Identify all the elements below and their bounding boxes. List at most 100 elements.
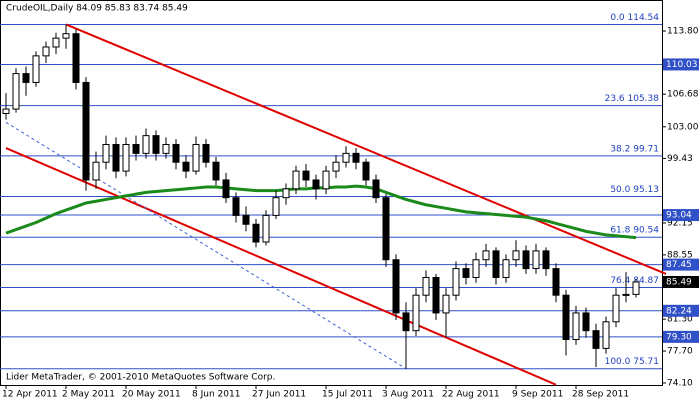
candle-body <box>262 214 270 243</box>
candle-body <box>252 223 260 243</box>
candle-body <box>472 259 480 278</box>
candle-body <box>492 250 500 278</box>
candle-body <box>32 55 40 83</box>
level-label: 79.30 <box>666 332 692 342</box>
candle-body <box>172 143 180 163</box>
candle-body <box>202 143 210 163</box>
x-tick-label: 3 Aug 2011 <box>382 390 434 400</box>
current-price-box <box>663 275 699 288</box>
candle-body <box>292 170 300 190</box>
fib-label: 61.8 90.54 <box>610 226 659 236</box>
candle-body <box>332 161 340 172</box>
candle-body <box>102 143 110 163</box>
x-tick-label: 27 Jun 2011 <box>252 390 306 400</box>
candle-body <box>322 170 330 190</box>
x-tick-label: 2 May 2011 <box>62 390 115 400</box>
fib-label: 100.0 75.71 <box>605 357 659 367</box>
candle-body <box>302 170 310 181</box>
level-box <box>663 209 699 222</box>
candle-body <box>402 312 410 332</box>
candle-body <box>352 152 360 163</box>
candle-body <box>392 259 400 314</box>
x-tick-label: 9 Sep 2011 <box>512 390 563 400</box>
candle-body <box>552 268 560 296</box>
y-tick-label: 77.70 <box>667 347 693 357</box>
candle-body <box>122 143 130 172</box>
level-label: 87.45 <box>666 260 692 270</box>
level-box <box>663 258 699 271</box>
candle-body <box>412 294 420 332</box>
candle-body <box>342 152 350 163</box>
x-tick-label: 28 Sep 2011 <box>572 390 629 400</box>
level-box <box>663 304 699 317</box>
candle-body <box>72 33 80 83</box>
trendline <box>5 121 407 370</box>
trendline <box>5 147 557 386</box>
candle-body <box>542 250 550 270</box>
level-box <box>663 330 699 343</box>
candle-body <box>152 135 160 154</box>
candle-body <box>632 281 640 295</box>
x-tick-label: 12 Apr 2011 <box>2 390 58 400</box>
level-box <box>663 58 699 71</box>
x-tick-label: 8 Jun 2011 <box>192 390 240 400</box>
current-price-label: 85.49 <box>666 277 692 287</box>
candle-body <box>272 197 280 216</box>
candle-body <box>192 143 200 172</box>
chart-title: CrudeOIL,Daily 84.09 85.83 83.74 85.49 <box>6 4 188 14</box>
candle-body <box>242 214 250 225</box>
y-tick-label: 113.80 <box>667 27 699 37</box>
candle-body <box>612 294 620 323</box>
candle-body <box>622 293 630 296</box>
candle-body <box>422 276 430 296</box>
candle-body <box>52 37 60 48</box>
candle-body <box>442 294 450 314</box>
fib-label: 0.0 114.54 <box>610 13 659 23</box>
candle-body <box>162 143 170 154</box>
candle-body <box>602 321 610 349</box>
candle-body <box>522 250 530 270</box>
candle-body <box>372 179 380 199</box>
y-tick-label: 106.68 <box>667 90 699 100</box>
candle-body <box>512 250 520 261</box>
candle-body <box>382 197 390 261</box>
trendline <box>65 23 667 275</box>
candle-body <box>22 73 30 83</box>
candle-body <box>502 259 510 278</box>
candle-body <box>362 161 370 181</box>
fib-label: 76.4 84.87 <box>610 276 659 286</box>
candle-body <box>12 73 20 110</box>
level-label: 93.04 <box>666 211 692 221</box>
candle-body <box>282 188 290 199</box>
y-tick-label: 103.00 <box>667 122 699 132</box>
candle-body <box>2 108 10 114</box>
candle-body <box>572 312 580 341</box>
candle-body <box>222 179 230 199</box>
level-label: 82.24 <box>666 306 692 316</box>
x-tick-label: 15 Jul 2011 <box>322 390 373 400</box>
candle-body <box>592 330 600 349</box>
candle-body <box>62 33 70 39</box>
level-label: 110.03 <box>666 60 698 70</box>
candle-body <box>42 46 50 57</box>
candle-body <box>432 276 440 314</box>
candle-body <box>452 268 460 296</box>
y-tick-label: 74.10 <box>667 378 693 388</box>
footer: Lider MetaTrader, © 2001-2010 MetaQuotes… <box>6 373 275 383</box>
candle-body <box>232 197 240 216</box>
candle-body <box>112 143 120 172</box>
candle-body <box>482 250 490 261</box>
y-tick-label: 81.30 <box>667 315 693 325</box>
candle-body <box>182 161 190 172</box>
y-tick-label: 99.43 <box>667 154 693 164</box>
candle-body <box>82 81 90 181</box>
candle-body <box>132 143 140 154</box>
y-tick-label: 88.55 <box>667 250 693 260</box>
candle-body <box>582 312 590 332</box>
moving-average <box>5 184 637 240</box>
candle-body <box>462 268 470 278</box>
fib-label: 38.2 99.71 <box>610 144 659 154</box>
candle-body <box>92 161 100 181</box>
y-tick-label: 92.15 <box>667 218 693 228</box>
